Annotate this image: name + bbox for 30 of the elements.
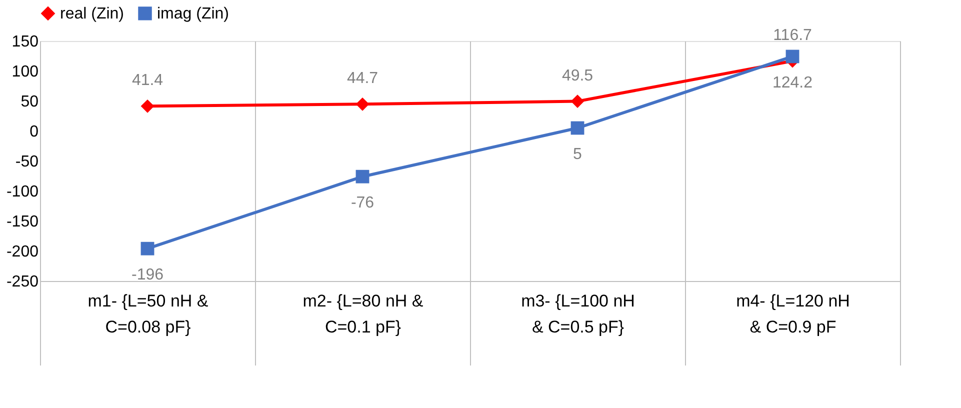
y-tick-label: 0: [30, 124, 39, 140]
data-label: -76: [350, 194, 374, 212]
y-tick-label: 150: [12, 34, 39, 50]
y-tick-label: -100: [6, 184, 39, 200]
data-label: 41.4: [132, 72, 164, 90]
y-tick-label: 50: [20, 94, 39, 110]
y-tick-label: -250: [6, 274, 39, 290]
point: [570, 94, 584, 108]
point: [570, 121, 584, 135]
data-label: -196: [131, 266, 164, 284]
x-tick-label: m1- {L=50 nH & C=0.08 pF}: [88, 292, 209, 336]
y-tick-label: -50: [15, 154, 39, 170]
y-tick-label: -150: [6, 214, 39, 230]
data-label: 124.2: [772, 74, 813, 92]
point: [356, 97, 370, 111]
legend-label: real (Zin): [60, 5, 124, 22]
x-tick-label: m3- {L=100 nH & C=0.5 pF}: [521, 292, 635, 336]
x-tick-label: m4- {L=120 nH & C=0.9 pF: [736, 292, 850, 336]
point: [140, 99, 154, 113]
x-tick-label: m2- {L=80 nH & C=0.1 pF}: [302, 292, 424, 336]
point: [786, 50, 800, 64]
point: [140, 242, 154, 256]
data-label: 44.7: [346, 70, 378, 88]
data-label: 116.7: [773, 26, 812, 44]
data-label: 49.5: [562, 67, 594, 84]
legend-label: imag (Zin): [157, 5, 230, 22]
y-tick-label: -200: [6, 244, 39, 260]
point: [356, 170, 370, 184]
data-label: 5: [573, 146, 582, 163]
y-tick-label: 100: [12, 64, 39, 80]
